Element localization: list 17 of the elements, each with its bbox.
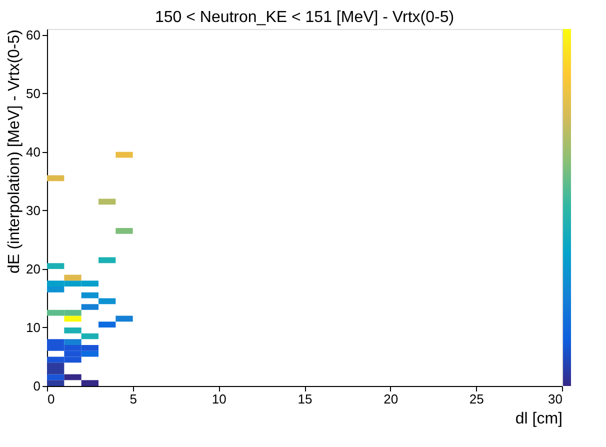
y-tick-label: 40 — [26, 144, 40, 160]
x-tick-label: 20 — [384, 392, 398, 406]
y-tick-label: 30 — [26, 202, 40, 218]
y-axis-title: dE (interpolation) [MeV] - Vrtx(0-5) — [6, 30, 24, 274]
x-tick-label: 30 — [548, 392, 562, 406]
x-axis-title: dl [cm] — [515, 410, 562, 428]
y-tick-label: 60 — [26, 27, 40, 42]
y-tick-label: 10 — [26, 320, 40, 335]
x-tick-label: 10 — [212, 392, 226, 406]
y-tick-label: 50 — [26, 86, 40, 101]
x-tick-label: 5 — [130, 392, 137, 406]
y-tick-label: 20 — [26, 261, 40, 276]
x-tick-label: 0 — [48, 392, 55, 406]
chart-title: 150 < Neutron_KE < 151 [MeV] - Vrtx(0-5) — [154, 8, 454, 26]
x-tick-label: 25 — [469, 392, 484, 406]
y-tick-label: 0 — [33, 378, 40, 394]
x-tick-label: 15 — [298, 392, 312, 406]
